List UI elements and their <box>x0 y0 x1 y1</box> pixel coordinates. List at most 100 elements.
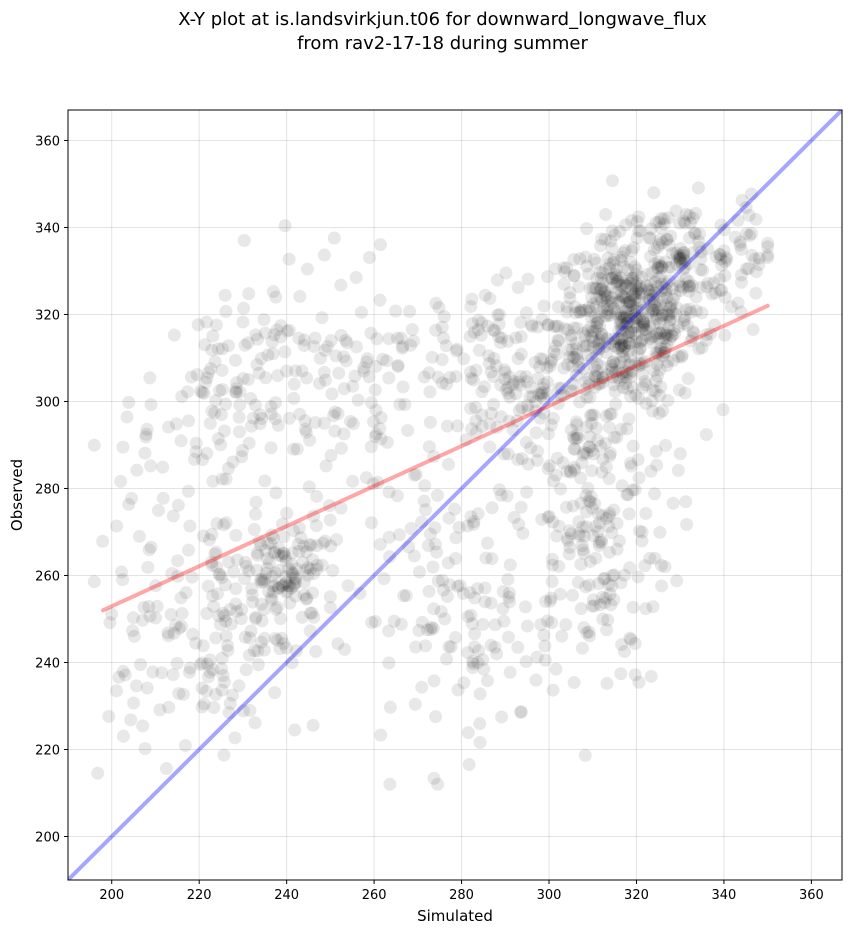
scatter-point <box>672 252 686 266</box>
scatter-point <box>248 716 262 730</box>
scatter-point <box>556 456 570 470</box>
scatter-point <box>217 518 231 532</box>
scatter-point <box>275 631 289 645</box>
scatter-point <box>625 364 639 378</box>
scatter-point <box>625 282 639 296</box>
scatter-point <box>289 589 303 603</box>
scatter-point <box>255 573 269 587</box>
scatter-point <box>303 624 317 638</box>
scatter-point <box>599 263 613 277</box>
scatter-point <box>631 346 645 360</box>
scatter-point <box>614 333 628 347</box>
scatter-point <box>617 337 631 351</box>
scatter-point <box>594 439 608 453</box>
scatter-point <box>583 390 597 404</box>
scatter-point <box>614 315 628 329</box>
scatter-point <box>648 275 662 289</box>
scatter-point <box>467 517 481 531</box>
scatter-point <box>588 369 602 383</box>
scatter-point <box>628 327 642 341</box>
scatter-point <box>654 326 668 340</box>
scatter-point <box>330 533 344 547</box>
scatter-point <box>219 397 233 411</box>
scatter-point <box>636 312 650 326</box>
scatter-point <box>374 238 388 252</box>
scatter-point <box>340 336 354 350</box>
scatter-point <box>671 463 685 477</box>
scatter-point <box>396 380 410 394</box>
scatter-point <box>583 495 597 509</box>
scatter-point <box>237 572 251 586</box>
scatter-point <box>251 644 265 658</box>
scatter-point <box>615 638 629 652</box>
scatter-point <box>337 427 351 441</box>
scatter-point <box>645 330 659 344</box>
scatter-point <box>423 415 437 429</box>
scatter-point <box>289 576 303 590</box>
scatter-point <box>617 311 631 325</box>
scatter-point <box>507 510 521 524</box>
scatter-point <box>462 757 476 771</box>
scatter-point <box>651 280 665 294</box>
scatter-point <box>451 683 465 697</box>
scatter-point <box>487 370 501 384</box>
scatter-point <box>573 529 587 543</box>
scatter-point <box>647 329 661 343</box>
scatter-point <box>334 501 348 515</box>
scatter-point <box>675 256 689 270</box>
scatter-point <box>511 352 525 366</box>
scatter-point <box>659 255 673 269</box>
scatter-point <box>283 596 297 610</box>
scatter-point <box>287 579 301 593</box>
scatter-point <box>242 287 256 301</box>
scatter-point <box>695 341 709 355</box>
scatter-point <box>91 766 105 780</box>
scatter-point <box>644 222 658 236</box>
scatter-point <box>471 507 485 521</box>
scatter-point <box>609 397 623 411</box>
scatter-point <box>125 491 139 505</box>
scatter-point <box>215 472 229 486</box>
scatter-point <box>364 326 378 340</box>
scatter-point <box>683 216 697 230</box>
scatter-point <box>761 236 775 250</box>
scatter-point <box>289 644 303 658</box>
scatter-point <box>502 590 516 604</box>
scatter-point <box>496 585 510 599</box>
scatter-point <box>284 581 298 595</box>
scatter-point <box>341 579 355 593</box>
scatter-point <box>485 552 499 566</box>
scatter-point <box>563 464 577 478</box>
scatter-point <box>656 324 670 338</box>
scatter-point <box>622 336 636 350</box>
scatter-point <box>306 718 320 732</box>
scatter-point <box>565 343 579 357</box>
scatter-point <box>570 431 584 445</box>
scatter-point <box>632 359 646 373</box>
scatter-point <box>200 315 214 329</box>
scatter-point <box>288 723 302 737</box>
scatter-point <box>221 639 235 653</box>
scatter-point <box>642 292 656 306</box>
scatter-point <box>691 181 705 195</box>
scatter-point <box>471 656 485 670</box>
scatter-point <box>708 318 722 332</box>
scatter-point <box>608 384 622 398</box>
scatter-point <box>687 326 701 340</box>
scatter-point <box>626 483 640 497</box>
scatter-point <box>488 324 502 338</box>
scatter-point <box>646 383 660 397</box>
scatter-point <box>614 288 628 302</box>
scatter-point <box>651 261 665 275</box>
scatter-point <box>520 375 534 389</box>
scatter-point <box>662 309 676 323</box>
scatter-point <box>558 322 572 336</box>
scatter-point <box>538 653 552 667</box>
scatter-point <box>164 608 178 622</box>
scatter-point <box>343 414 357 428</box>
scatter-point <box>278 570 292 584</box>
scatter-point <box>628 304 642 318</box>
scatter-point <box>223 602 237 616</box>
scatter-point <box>579 488 593 502</box>
scatter-point <box>595 293 609 307</box>
